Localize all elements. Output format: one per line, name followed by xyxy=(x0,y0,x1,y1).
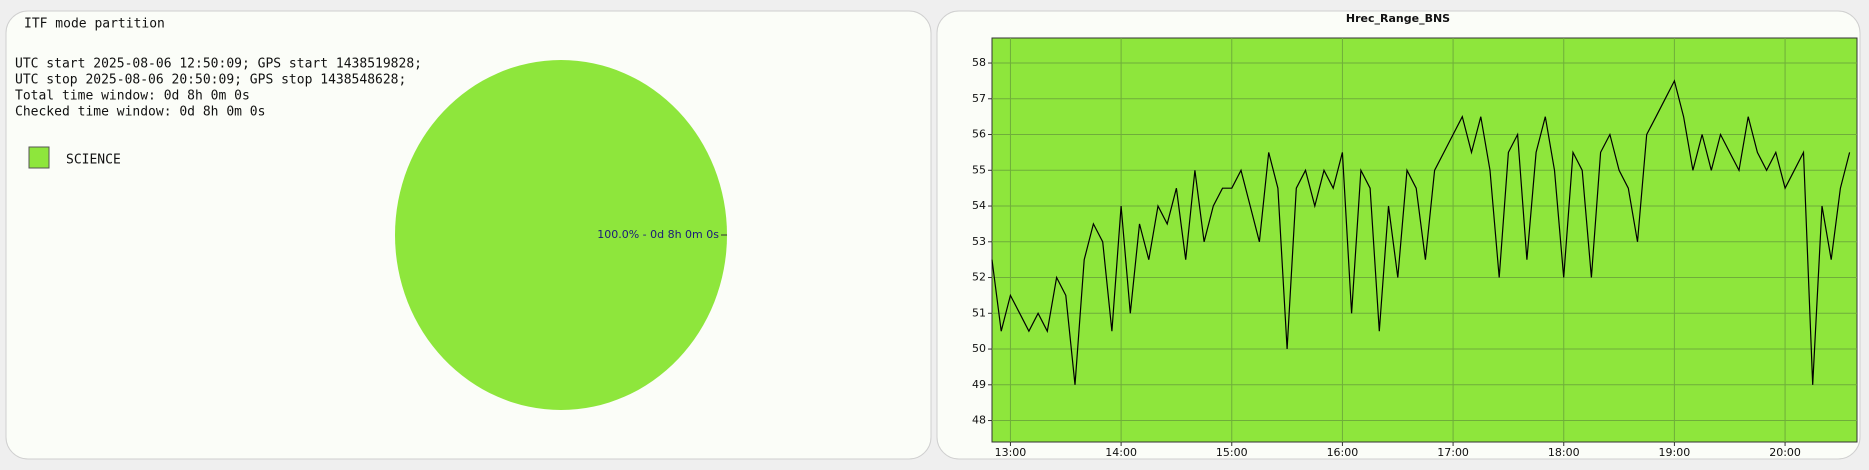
y-tick-label: 55 xyxy=(972,163,986,176)
y-tick-label: 58 xyxy=(972,56,986,69)
slice-label: 100.0% - 0d 8h 0m 0s xyxy=(597,228,719,241)
y-tick-label: 54 xyxy=(972,199,986,212)
pie-title: ITF mode partition xyxy=(24,17,165,32)
x-tick-label: 17:00 xyxy=(1437,446,1469,459)
y-tick-label: 57 xyxy=(972,92,986,105)
plot-area xyxy=(991,37,1858,443)
info-line: UTC start 2025-08-06 12:50:09; GPS start… xyxy=(15,57,422,72)
info-line: Total time window: 0d 8h 0m 0s xyxy=(15,89,250,104)
y-tick-label: 53 xyxy=(972,235,986,248)
pie-slice xyxy=(395,60,727,410)
x-tick-label: 14:00 xyxy=(1105,446,1137,459)
y-tick-label: 51 xyxy=(972,306,986,319)
legend-label: SCIENCE xyxy=(66,153,121,168)
y-tick-label: 48 xyxy=(972,414,986,427)
legend-swatch xyxy=(28,146,50,169)
y-tick-label: 56 xyxy=(972,128,986,141)
y-tick-label: 50 xyxy=(972,342,986,355)
y-tick-label: 49 xyxy=(972,378,986,391)
x-tick-label: 15:00 xyxy=(1216,446,1248,459)
x-tick-label: 20:00 xyxy=(1769,446,1801,459)
info-line: Checked time window: 0d 8h 0m 0s xyxy=(15,105,265,120)
y-tick-label: 52 xyxy=(972,271,986,284)
info-line: UTC stop 2025-08-06 20:50:09; GPS stop 1… xyxy=(15,73,406,88)
x-tick-label: 19:00 xyxy=(1659,446,1691,459)
x-tick-label: 16:00 xyxy=(1327,446,1359,459)
data-line xyxy=(991,79,1851,385)
x-tick-label: 18:00 xyxy=(1548,446,1580,459)
x-tick-label: 13:00 xyxy=(995,446,1027,459)
line-title: Hrec_Range_BNS xyxy=(1346,12,1450,25)
